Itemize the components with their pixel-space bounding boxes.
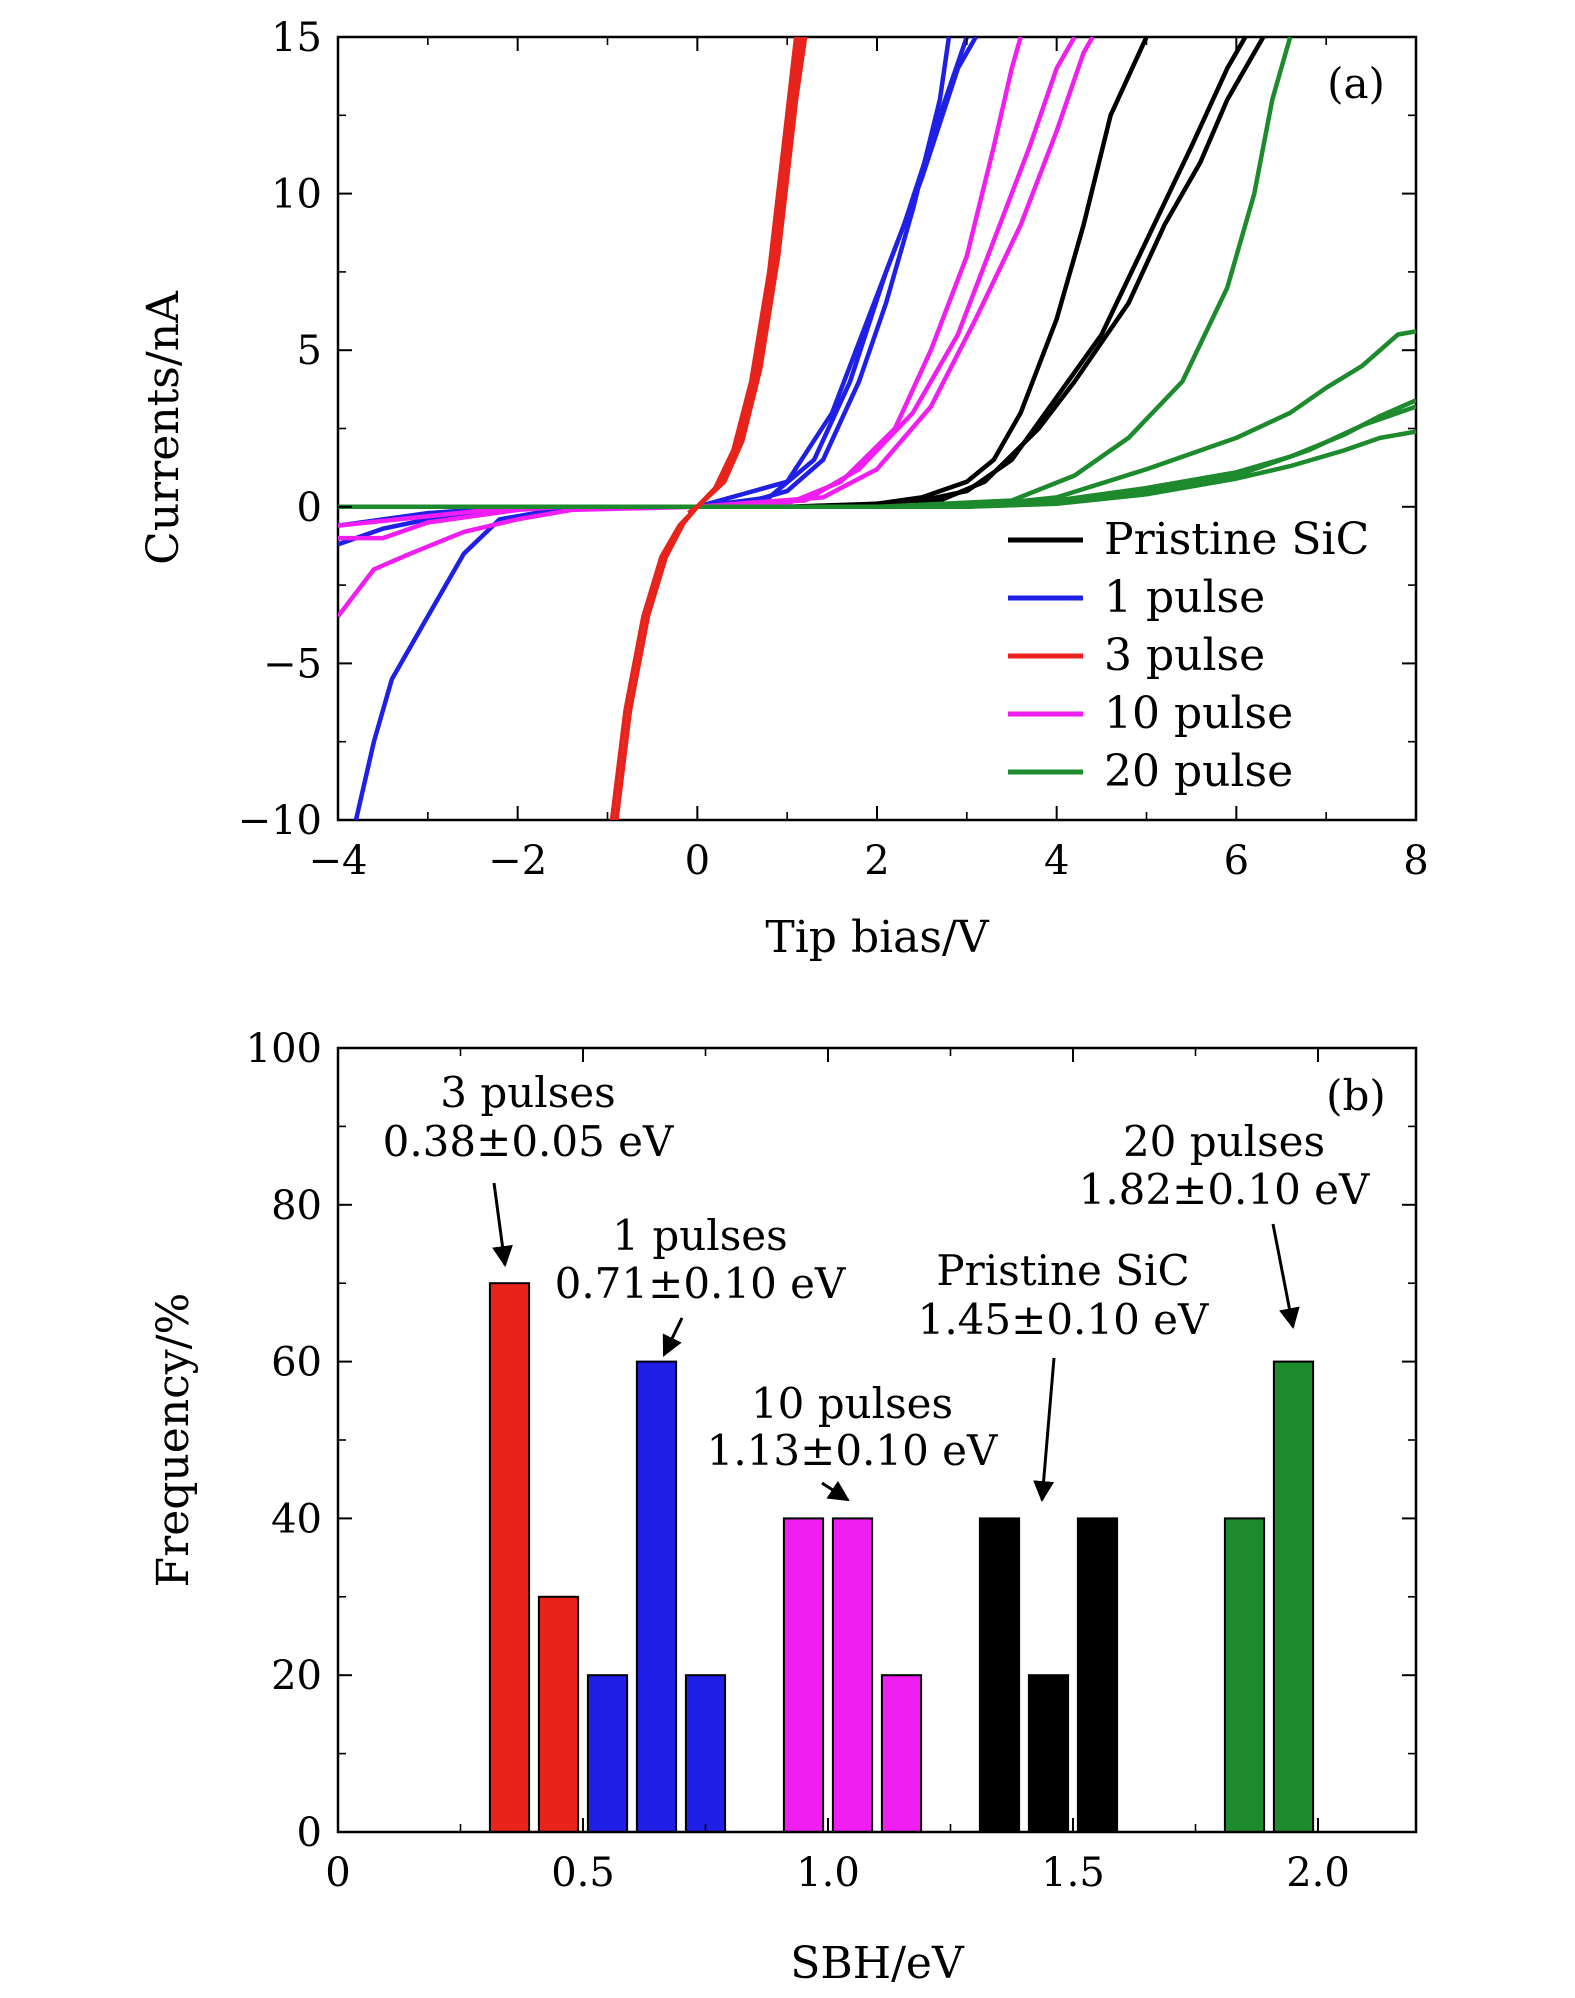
panel-a-y-tick-label: −10	[238, 798, 322, 844]
annotation-pristine-arrow	[1033, 1357, 1056, 1503]
panel-b-x-tick-label: 1.0	[796, 1850, 860, 1896]
panel-a-y-tick-label: 10	[271, 172, 322, 218]
panel-a-label: (a)	[1327, 59, 1385, 108]
iv-curve-1-pulse-1	[353, 37, 952, 820]
annotation-pristine-value: 1.45±0.10 eV	[918, 1295, 1209, 1344]
bar-3-pulses-2	[537, 1595, 580, 1834]
panel-a-x-axis-title: Tip bias/V	[765, 912, 989, 963]
bar-1-pulses-1	[586, 1674, 629, 1833]
iv-curve-10-pulse-2	[338, 37, 1077, 541]
panel-a-y-tick-label: 5	[297, 328, 322, 374]
panel-a-x-tick-label: 0	[685, 838, 710, 884]
panel-b-label: (b)	[1326, 1071, 1386, 1120]
panel-b-y-tick-label: 100	[246, 1026, 322, 1072]
legend-label-1-pulse: 1 pulse	[1104, 572, 1265, 623]
panel-a-y-tick-label: 15	[271, 15, 322, 61]
panel-b-x-tick-label: 0	[325, 1850, 350, 1896]
panel-b-annotations: 3 pulses 0.38±0.05 eV 1 pulses 0.71±0.10…	[383, 1068, 1370, 1503]
legend-label-20-pulse: 20 pulse	[1104, 746, 1293, 797]
annotation-pristine-title: Pristine SiC	[936, 1246, 1189, 1295]
annotation-3-pulses-value: 0.38±0.05 eV	[383, 1117, 674, 1166]
bar-20-pulses-2	[1272, 1360, 1315, 1833]
bar-1-pulses-2	[635, 1360, 678, 1833]
legend-label-pristine: Pristine SiC	[1104, 514, 1369, 565]
panel-b-y-axis-title: Frequency/%	[148, 1293, 199, 1588]
panel-b-sbh-histogram: 0 0.5 1.0 1.5 2.0 0 20 40 60 80 100 (b) SBH/eV Fre…	[148, 1026, 1418, 1989]
panel-b-y-tick-label: 60	[271, 1340, 322, 1386]
bar-1-pulses-3	[684, 1674, 727, 1833]
annotation-20-pulses-value: 1.82±0.10 eV	[1079, 1165, 1370, 1214]
annotation-1-pulses-value: 0.71±0.10 eV	[555, 1259, 846, 1308]
panel-b-y-tick-label: 40	[271, 1496, 322, 1542]
panel-b-x-tick-label: 1.5	[1041, 1850, 1105, 1896]
panel-a-y-tick-label: 0	[297, 485, 322, 531]
panel-a-x-tick-label: −2	[488, 838, 547, 884]
iv-curve-3-pulse-2	[614, 37, 803, 820]
bar-pristine-sic-2	[1027, 1674, 1070, 1833]
panel-a-x-tick-label: 6	[1224, 838, 1249, 884]
annotation-1-pulses-title: 1 pulses	[612, 1211, 787, 1260]
panel-a-iv-curves: −4 −2 0 2 4 6 8 −10 −5 0 5 10 15 (a) Tip bias/V Curr…	[138, 15, 1429, 963]
panel-a-y-tick-label: −5	[263, 641, 322, 687]
annotation-10-pulses-value: 1.13±0.10 eV	[707, 1426, 998, 1475]
panel-b-ticks: 0 0.5 1.0 1.5 2.0 0 20 40 60 80 100	[246, 1026, 1416, 1896]
bar-20-pulses-1	[1223, 1517, 1266, 1834]
annotation-10-pulses-arrow	[821, 1480, 850, 1502]
panel-a-y-axis-title: Currents/nA	[138, 290, 189, 565]
annotation-1-pulses-arrow	[662, 1317, 684, 1357]
panel-b-x-axis-title: SBH/eV	[790, 1938, 965, 1989]
panel-b-y-tick-label: 0	[297, 1810, 322, 1856]
annotation-20-pulses-title: 20 pulses	[1123, 1117, 1325, 1166]
bar-3-pulses-1	[488, 1282, 531, 1833]
annotation-3-pulses-arrow	[492, 1182, 513, 1268]
panel-a-ticks: −4 −2 0 2 4 6 8 −10 −5 0 5 10 15	[238, 15, 1429, 884]
iv-curve-20-pulse-2	[338, 329, 1416, 510]
panel-a-x-tick-label: −4	[309, 838, 368, 884]
bar-pristine-sic-3	[1076, 1517, 1119, 1834]
bar-10-pulses-3	[880, 1674, 923, 1833]
panel-b-x-tick-label: 0.5	[551, 1850, 615, 1896]
panel-a-x-tick-label: 2	[864, 838, 889, 884]
iv-curve-3-pulse-3	[687, 37, 808, 515]
bar-10-pulses-1	[782, 1517, 825, 1834]
legend-label-3-pulse: 3 pulse	[1104, 630, 1265, 681]
iv-curve-20-pulse-5	[338, 404, 1416, 510]
panel-b-x-tick-label: 2.0	[1286, 1850, 1350, 1896]
panel-b-bars	[488, 1282, 1315, 1834]
annotation-10-pulses-title: 10 pulses	[751, 1379, 953, 1428]
panel-b-y-tick-label: 80	[271, 1183, 322, 1229]
panel-a-legend: Pristine SiC 1 pulse 3 pulse 10 pulse 20…	[1008, 514, 1369, 797]
bar-10-pulses-2	[831, 1517, 874, 1834]
annotation-3-pulses-title: 3 pulses	[440, 1068, 615, 1117]
panel-a-curves	[338, 37, 1416, 820]
panel-b-y-tick-label: 20	[271, 1653, 322, 1699]
panel-a-x-tick-label: 8	[1403, 838, 1428, 884]
panel-a-x-tick-label: 4	[1044, 838, 1069, 884]
iv-curve-pristine-sic-3	[338, 37, 1266, 510]
bar-pristine-sic-1	[978, 1517, 1021, 1834]
annotation-20-pulses-arrow	[1271, 1223, 1300, 1330]
iv-curve-3-pulse-1	[609, 37, 799, 820]
legend-label-10-pulse: 10 pulse	[1104, 688, 1293, 739]
